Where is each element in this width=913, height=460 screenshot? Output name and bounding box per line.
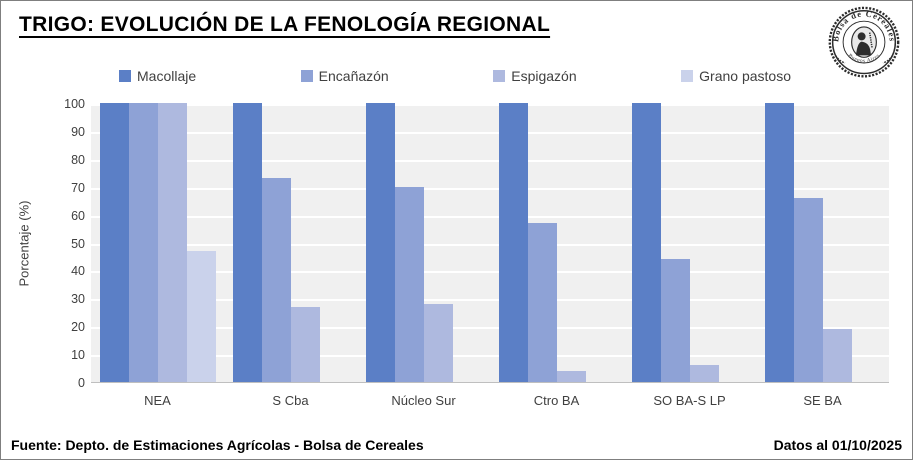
y-tick-40: 40 xyxy=(71,264,85,279)
x-label-S Cba: S Cba xyxy=(272,393,309,408)
bar-group-Ctro BA xyxy=(490,103,623,382)
legend-label: Macollaje xyxy=(137,68,197,84)
bar-Encañazón-Núcleo Sur xyxy=(394,186,424,382)
bar-Macollaje-Ctro BA xyxy=(498,103,528,382)
gridline-70 xyxy=(91,187,889,190)
bar-Encañazón-SO BA-S LP xyxy=(660,259,690,382)
legend-label: Encañazón xyxy=(318,68,389,84)
bolsa-de-cereales-logo: Bolsa de Cereales Buenos Aires xyxy=(828,6,900,78)
bar-Macollaje-S Cba xyxy=(232,103,262,382)
bar-group-NEA xyxy=(91,103,224,382)
legend-item-3: Espigazón xyxy=(493,68,577,84)
y-axis-title: Porcentaje (%) xyxy=(16,200,32,287)
chart-legend: Macollaje Encañazón Espigazón Grano pastoso xyxy=(119,65,791,87)
bar-group-Núcleo Sur xyxy=(357,103,490,382)
legend-marker xyxy=(681,70,694,82)
legend-marker xyxy=(493,70,506,82)
bar-Macollaje-SO BA-S LP xyxy=(631,103,661,382)
bar-group-SE BA xyxy=(756,103,889,382)
logo-bottom-text: Buenos Aires xyxy=(847,53,881,64)
bar-Encañazón-S Cba xyxy=(261,178,291,382)
bar-Encañazón-NEA xyxy=(128,103,158,382)
page-title: TRIGO: EVOLUCIÓN DE LA FENOLOGÍA REGIONA… xyxy=(19,13,551,36)
bar-Espigazón-Ctro BA xyxy=(556,370,586,382)
gridline-20 xyxy=(91,327,889,330)
bar-Macollaje-Núcleo Sur xyxy=(365,103,395,382)
x-label-SE BA: SE BA xyxy=(803,393,842,408)
bar-Espigazón-SO BA-S LP xyxy=(689,365,719,382)
x-label-Núcleo Sur: Núcleo Sur xyxy=(391,393,456,408)
y-tick-90: 90 xyxy=(71,124,85,139)
gridline-100 xyxy=(91,104,889,106)
bar-Espigazón-NEA xyxy=(157,103,187,382)
y-tick-20: 20 xyxy=(71,320,85,335)
bar-Encañazón-Ctro BA xyxy=(527,222,557,382)
legend-marker xyxy=(300,70,313,82)
bar-Espigazón-SE BA xyxy=(822,329,852,382)
bar-Grano pastoso-NEA xyxy=(186,250,216,382)
bar-Espigazón-S Cba xyxy=(290,306,320,382)
y-tick-0: 0 xyxy=(78,376,85,390)
legend-label: Espigazón xyxy=(511,68,577,84)
y-tick-30: 30 xyxy=(71,292,85,307)
y-tick-70: 70 xyxy=(71,180,85,195)
gridline-60 xyxy=(91,215,889,218)
legend-item-2: Encañazón xyxy=(300,68,389,84)
bar-group-SO BA-S LP xyxy=(623,103,756,382)
date-note: Datos al 01/10/2025 xyxy=(773,437,902,453)
gridline-40 xyxy=(91,271,889,274)
x-label-SO BA-S LP: SO BA-S LP xyxy=(653,393,726,408)
x-label-Ctro BA: Ctro BA xyxy=(533,393,580,408)
gridline-90 xyxy=(91,131,889,134)
bar-groups xyxy=(91,103,889,382)
legend-item-1: Macollaje xyxy=(119,68,196,84)
bar-Espigazón-Núcleo Sur xyxy=(423,303,453,382)
gridline-10 xyxy=(91,355,889,358)
plot-area xyxy=(91,103,889,383)
bar-Macollaje-SE BA xyxy=(764,103,794,382)
y-tick-10: 10 xyxy=(71,348,85,363)
y-tick-80: 80 xyxy=(71,152,85,167)
legend-label: Grano pastoso xyxy=(699,68,791,84)
y-tick-50: 50 xyxy=(71,236,85,251)
gridline-80 xyxy=(91,159,889,162)
legend-marker xyxy=(119,70,131,82)
svg-text:Buenos Aires: Buenos Aires xyxy=(847,53,881,64)
y-tick-100: 100 xyxy=(64,97,85,111)
y-axis-ticks: 0 10 20 30 40 50 60 70 80 90 100 xyxy=(41,97,85,390)
bar-Encañazón-SE BA xyxy=(793,197,823,382)
x-label-NEA: NEA xyxy=(144,393,171,408)
bar-Macollaje-NEA xyxy=(99,103,129,382)
x-axis-labels: NEA S Cba Núcleo Sur Ctro BA SO BA-S LP SE BA xyxy=(91,393,889,408)
y-tick-60: 60 xyxy=(71,208,85,223)
gridline-30 xyxy=(91,299,889,302)
gridline-50 xyxy=(91,243,889,246)
legend-item-4: Grano pastoso xyxy=(681,68,791,84)
source-note: Fuente: Depto. de Estimaciones Agrícolas… xyxy=(11,437,424,453)
bar-group-S Cba xyxy=(224,103,357,382)
